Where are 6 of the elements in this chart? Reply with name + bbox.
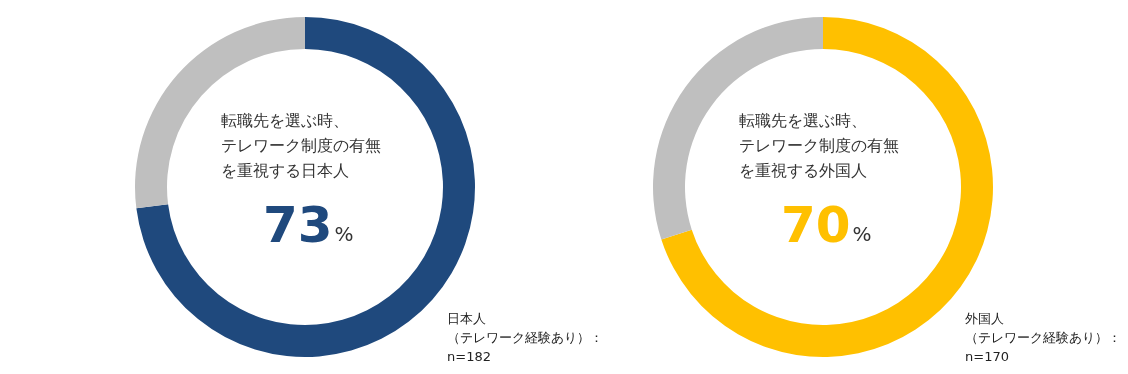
data-label: 73% — [263, 196, 354, 254]
text: 転職先を選ぶ時、テレワーク制度の有無を重視する外国人 — [739, 111, 899, 180]
text: 日本人（テレワーク経験あり）：n=182 — [447, 311, 603, 364]
text: 外国人（テレワーク経験あり）：n=170 — [965, 311, 1121, 364]
text: 転職先を選ぶ時、テレワーク制度の有無を重視する日本人 — [221, 111, 381, 180]
data-label: 70% — [781, 196, 872, 254]
